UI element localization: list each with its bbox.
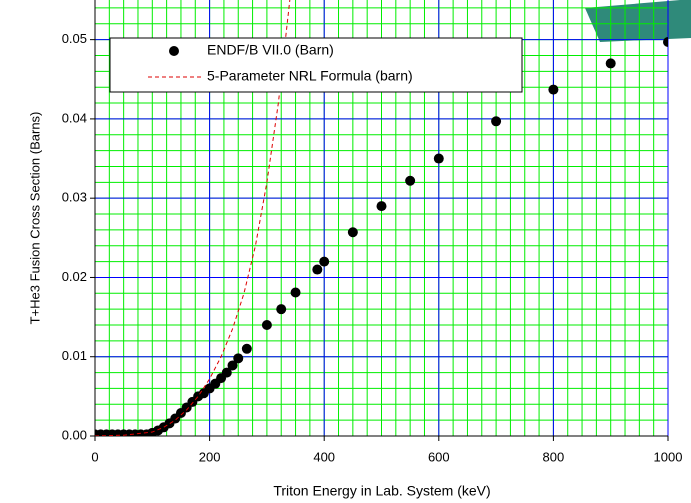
x-tick-label: 200 <box>199 449 221 464</box>
data-point <box>663 37 668 48</box>
legend-label: 5-Parameter NRL Formula (barn) <box>207 68 413 84</box>
x-tick-label: 1000 <box>654 449 683 464</box>
data-point <box>290 287 301 298</box>
legend-label: ENDF/B VII.0 (Barn) <box>207 42 334 58</box>
data-point <box>241 343 252 354</box>
x-axis-title: Triton Energy in Lab. System (keV) <box>273 483 490 499</box>
data-point <box>548 84 559 95</box>
y-tick-label: 0.00 <box>62 427 87 442</box>
x-tick-label: 0 <box>91 449 98 464</box>
data-point <box>347 227 358 238</box>
data-point <box>376 201 387 212</box>
cover-image <box>585 0 691 42</box>
y-axis-title: T+He3 Fusion Cross Section (Barns) <box>27 112 42 325</box>
x-tick-label: 600 <box>428 449 450 464</box>
legend-box <box>109 37 523 93</box>
data-point <box>433 153 444 164</box>
data-point <box>605 58 616 69</box>
data-point <box>221 367 232 378</box>
y-tick-label: 0.05 <box>62 31 87 46</box>
data-point <box>319 256 330 267</box>
x-tick-label: 800 <box>543 449 565 464</box>
data-point <box>276 304 287 315</box>
data-point <box>312 264 323 275</box>
y-tick-label: 0.03 <box>62 190 87 205</box>
data-point <box>261 320 272 331</box>
legend-marker <box>169 46 179 56</box>
data-point <box>227 360 238 371</box>
x-tick-label: 400 <box>313 449 335 464</box>
data-point <box>233 353 244 364</box>
data-point <box>491 116 502 127</box>
y-tick-label: 0.02 <box>62 269 87 284</box>
plot-area <box>95 0 668 436</box>
y-tick-label: 0.04 <box>62 110 87 125</box>
data-point <box>405 175 416 186</box>
y-tick-label: 0.01 <box>62 348 87 363</box>
